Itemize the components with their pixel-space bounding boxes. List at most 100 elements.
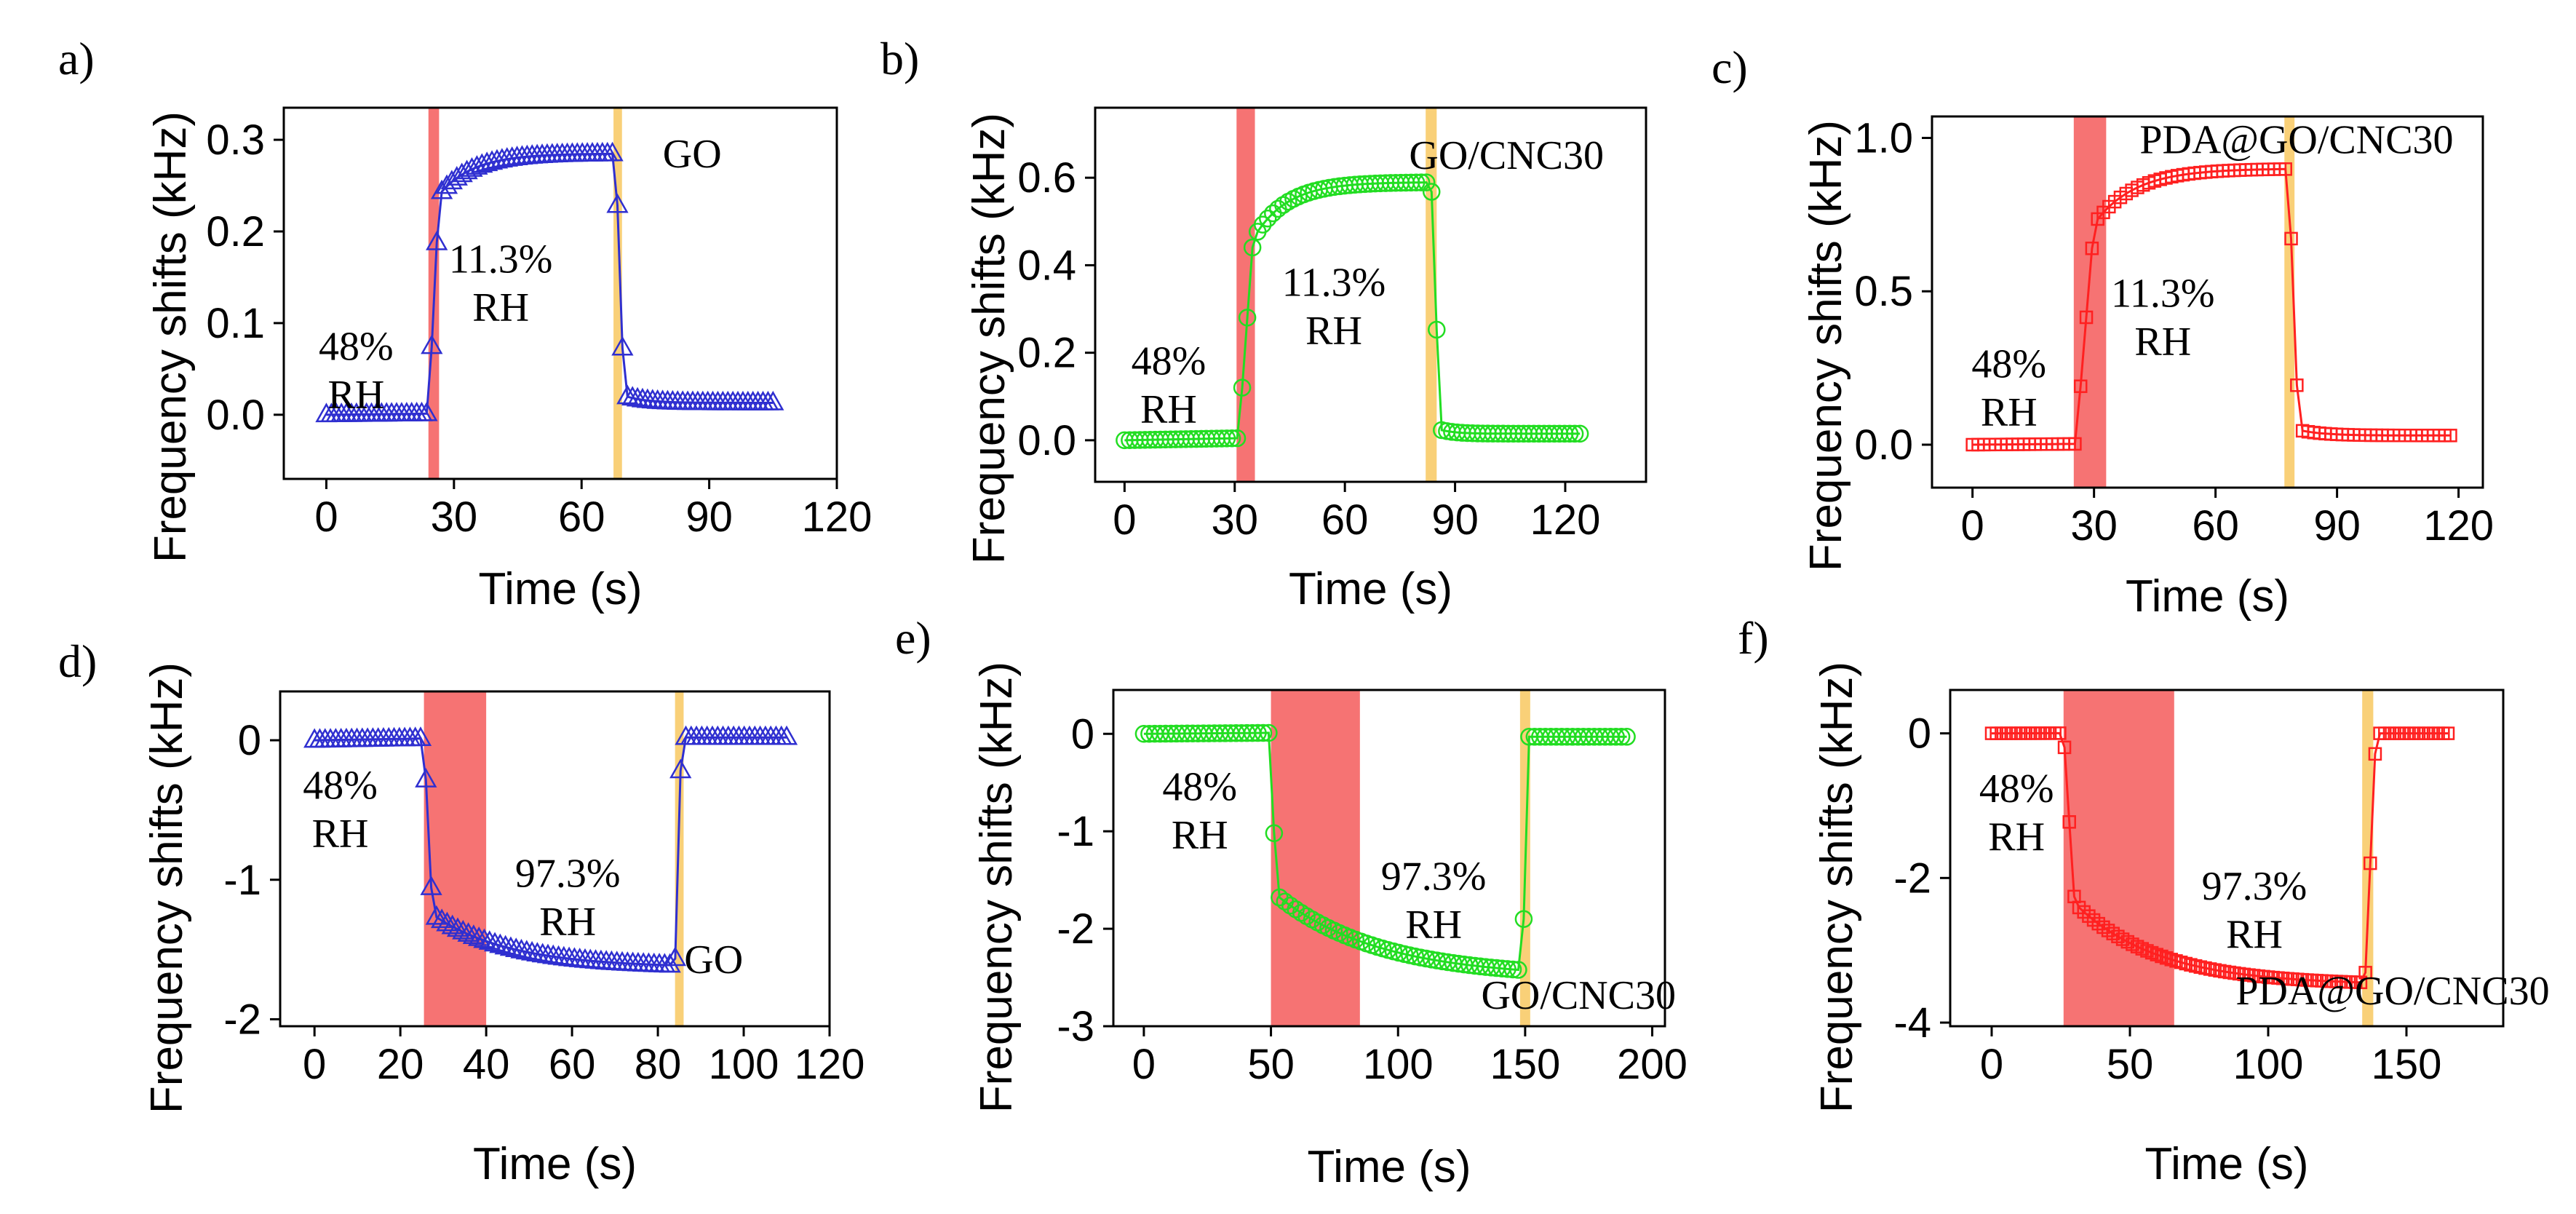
data-point-f-76 xyxy=(2353,975,2368,990)
y-tick-label-c-1: 0.5 xyxy=(1854,268,1913,315)
annotation-d-2: GO xyxy=(684,937,743,983)
data-point-d-34 xyxy=(483,932,506,952)
x-tick-label-c-3: 90 xyxy=(2313,502,2361,550)
data-point-f-38 xyxy=(2169,954,2183,968)
data-point-a-25 xyxy=(440,170,464,190)
data-point-f-40 xyxy=(2179,956,2193,971)
data-point-d-67 xyxy=(659,953,681,973)
data-point-f-41 xyxy=(2184,958,2198,972)
y-axis-title-a: Frequency shifts (kHz) xyxy=(146,111,196,563)
data-point-a-31 xyxy=(471,153,493,173)
y-tick-label-a-3: 0.3 xyxy=(206,116,265,164)
data-point-e-23 xyxy=(1260,723,1278,742)
data-point-a-57 xyxy=(601,141,624,162)
data-point-e-70 xyxy=(1514,910,1533,928)
data-point-d-68 xyxy=(664,946,687,967)
switch-band-b-1 xyxy=(1426,108,1437,482)
annotation-c-2: PDA@GO/CNC30 xyxy=(2139,118,2453,163)
data-point-e-24 xyxy=(1265,824,1284,843)
plot-frame-d xyxy=(279,690,831,1028)
chart-panel-e: 0 50 100 150 200 -3 -2 -1 0 Time (s) Frequency shi… xyxy=(895,612,1687,1192)
data-point-d-40 xyxy=(515,940,538,960)
y-tick-label-d-0: -2 xyxy=(223,996,261,1043)
y-tick-label-b-1: 0.2 xyxy=(1017,330,1076,377)
data-point-d-31 xyxy=(468,927,490,946)
data-point-b-59 xyxy=(1417,173,1436,191)
y-tick-label-b-0: 0.0 xyxy=(1017,417,1076,464)
data-point-d-21 xyxy=(415,768,437,787)
data-point-d-41 xyxy=(520,940,544,961)
data-point-c-20 xyxy=(2079,310,2094,325)
x-tick-label-c-1: 30 xyxy=(2070,502,2118,550)
y-axis-title-c: Frequency shifts (kHz) xyxy=(1801,120,1851,571)
data-point-b-21 xyxy=(1223,429,1241,448)
y-tick-label-a-2: 0.2 xyxy=(206,208,265,255)
annotation-a-0: 48% RH xyxy=(319,324,394,417)
data-point-d-24 xyxy=(431,908,453,929)
x-axis-title-c: Time (s) xyxy=(2126,571,2289,622)
data-point-f-18 xyxy=(2072,900,2086,915)
data-point-b-61 xyxy=(1428,320,1446,339)
data-point-d-25 xyxy=(436,911,458,932)
data-point-d-26 xyxy=(441,914,464,935)
x-tick-label-b-0: 0 xyxy=(1113,496,1136,544)
data-point-f-94 xyxy=(2441,726,2455,740)
y-axis-title-f: Frequency shifts (kHz) xyxy=(1812,662,1862,1113)
plot-frame-b xyxy=(1094,106,1647,483)
annotation-e-2: GO/CNC30 xyxy=(1481,973,1676,1018)
switch-band-a-1 xyxy=(613,108,622,479)
data-point-d-27 xyxy=(446,917,469,937)
data-point-a-60 xyxy=(616,384,639,405)
data-point-a-21 xyxy=(421,334,443,354)
y-tick-label-c-2: 1.0 xyxy=(1854,115,1913,162)
data-point-a-27 xyxy=(450,162,473,183)
data-point-b-24 xyxy=(1238,309,1257,327)
data-point-d-69 xyxy=(669,758,692,779)
annotation-a-2: GO xyxy=(663,132,722,177)
data-point-f-79 xyxy=(2368,747,2382,761)
x-axis-title-e: Time (s) xyxy=(1308,1142,1471,1192)
data-point-f-39 xyxy=(2174,955,2188,969)
series-line-a xyxy=(326,152,774,416)
y-axis-title-e: Frequency shifts (kHz) xyxy=(971,662,1022,1113)
data-point-f-33 xyxy=(2144,945,2159,960)
data-point-e-67 xyxy=(1498,960,1516,978)
data-point-f-14 xyxy=(2053,726,2067,740)
data-point-f-42 xyxy=(2188,959,2203,973)
data-point-a-30 xyxy=(466,155,488,175)
panel-label-e: e) xyxy=(895,612,931,664)
data-point-e-21 xyxy=(1249,723,1267,742)
data-point-d-89 xyxy=(775,725,798,745)
data-point-e-68 xyxy=(1503,960,1522,979)
y-tick-label-d-2: 0 xyxy=(238,717,261,764)
plot-frame-e xyxy=(1112,689,1666,1028)
series-line-f xyxy=(1992,731,2448,984)
x-tick-label-a-2: 60 xyxy=(558,493,605,541)
data-point-e-88 xyxy=(1612,728,1631,746)
data-point-c-55 xyxy=(2278,162,2292,176)
x-tick-label-b-3: 90 xyxy=(1431,496,1479,544)
data-point-d-39 xyxy=(510,938,533,959)
data-point-f-43 xyxy=(2193,960,2208,974)
x-tick-label-a-4: 120 xyxy=(802,493,872,541)
y-tick-label-a-0: 0.0 xyxy=(206,392,265,439)
data-point-f-16 xyxy=(2062,815,2076,829)
plot-frame-f xyxy=(1949,689,2505,1028)
panel-label-f: f) xyxy=(1738,612,1769,664)
data-point-f-30 xyxy=(2130,940,2144,953)
data-point-c-57 xyxy=(2290,378,2304,392)
data-point-f-32 xyxy=(2140,944,2154,958)
data-point-d-22 xyxy=(420,876,442,895)
x-tick-label-e-1: 50 xyxy=(1247,1041,1295,1088)
panel-label-d: d) xyxy=(58,635,97,687)
switch-band-e-0 xyxy=(1271,690,1360,1026)
x-tick-label-b-2: 60 xyxy=(1321,496,1369,544)
data-point-b-28 xyxy=(1259,209,1277,228)
switch-band-f-0 xyxy=(2063,690,2174,1026)
data-point-f-37 xyxy=(2164,953,2179,967)
annotation-a-1: 11.3% RH xyxy=(449,237,553,330)
data-point-f-77 xyxy=(2358,966,2372,980)
data-point-f-29 xyxy=(2126,937,2139,951)
data-point-b-23 xyxy=(1233,378,1252,397)
x-tick-label-d-6: 120 xyxy=(795,1041,865,1088)
